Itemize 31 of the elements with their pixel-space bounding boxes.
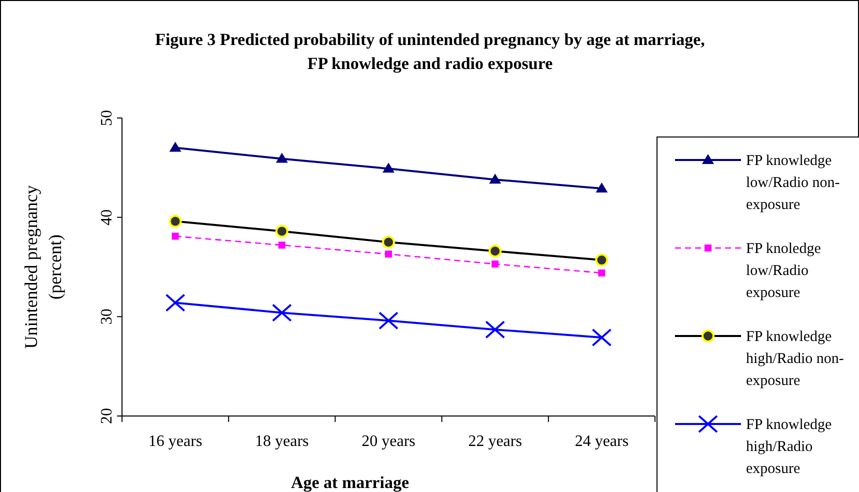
x-tick-label: 16 years xyxy=(148,433,202,450)
point xyxy=(378,312,398,330)
y-tick-label: 30 xyxy=(98,308,116,325)
point xyxy=(276,152,288,163)
point xyxy=(172,232,179,240)
point xyxy=(492,260,499,268)
point xyxy=(385,250,392,258)
legend-label: FP knowledge high/Radio exposure xyxy=(746,417,832,477)
point xyxy=(596,182,608,193)
point xyxy=(272,304,292,322)
point xyxy=(165,294,186,312)
point xyxy=(382,162,394,173)
chart-title: Figure 3 Predicted probability of unintended pregnancy by age at marriage, FP knowledge and radio exposure xyxy=(155,30,705,73)
y-axis-title: Unintended pregnancy (percent) xyxy=(21,185,65,349)
point xyxy=(169,142,182,152)
x-tick-label: 20 years xyxy=(362,433,416,450)
x-tick-label: 24 years xyxy=(574,433,629,450)
legend-label: FP knoledge low/Radio exposure xyxy=(746,241,822,301)
legend-label: FP knowledge low/Radio non-exposure xyxy=(746,153,840,213)
x-tick-label: 18 years xyxy=(255,433,309,450)
point xyxy=(485,320,506,339)
point xyxy=(598,269,606,276)
y-tick-label: 50 xyxy=(98,110,116,126)
point xyxy=(278,242,286,249)
legend-label: FP knowledge high/Radio non-exposure xyxy=(746,329,844,389)
x-axis-title: Age at marriage xyxy=(290,473,410,492)
point xyxy=(592,328,612,347)
y-tick-label: 20 xyxy=(98,408,116,424)
x-tick-label: 22 years xyxy=(468,433,522,450)
point xyxy=(489,174,502,184)
y-tick-label: 40 xyxy=(98,209,116,226)
